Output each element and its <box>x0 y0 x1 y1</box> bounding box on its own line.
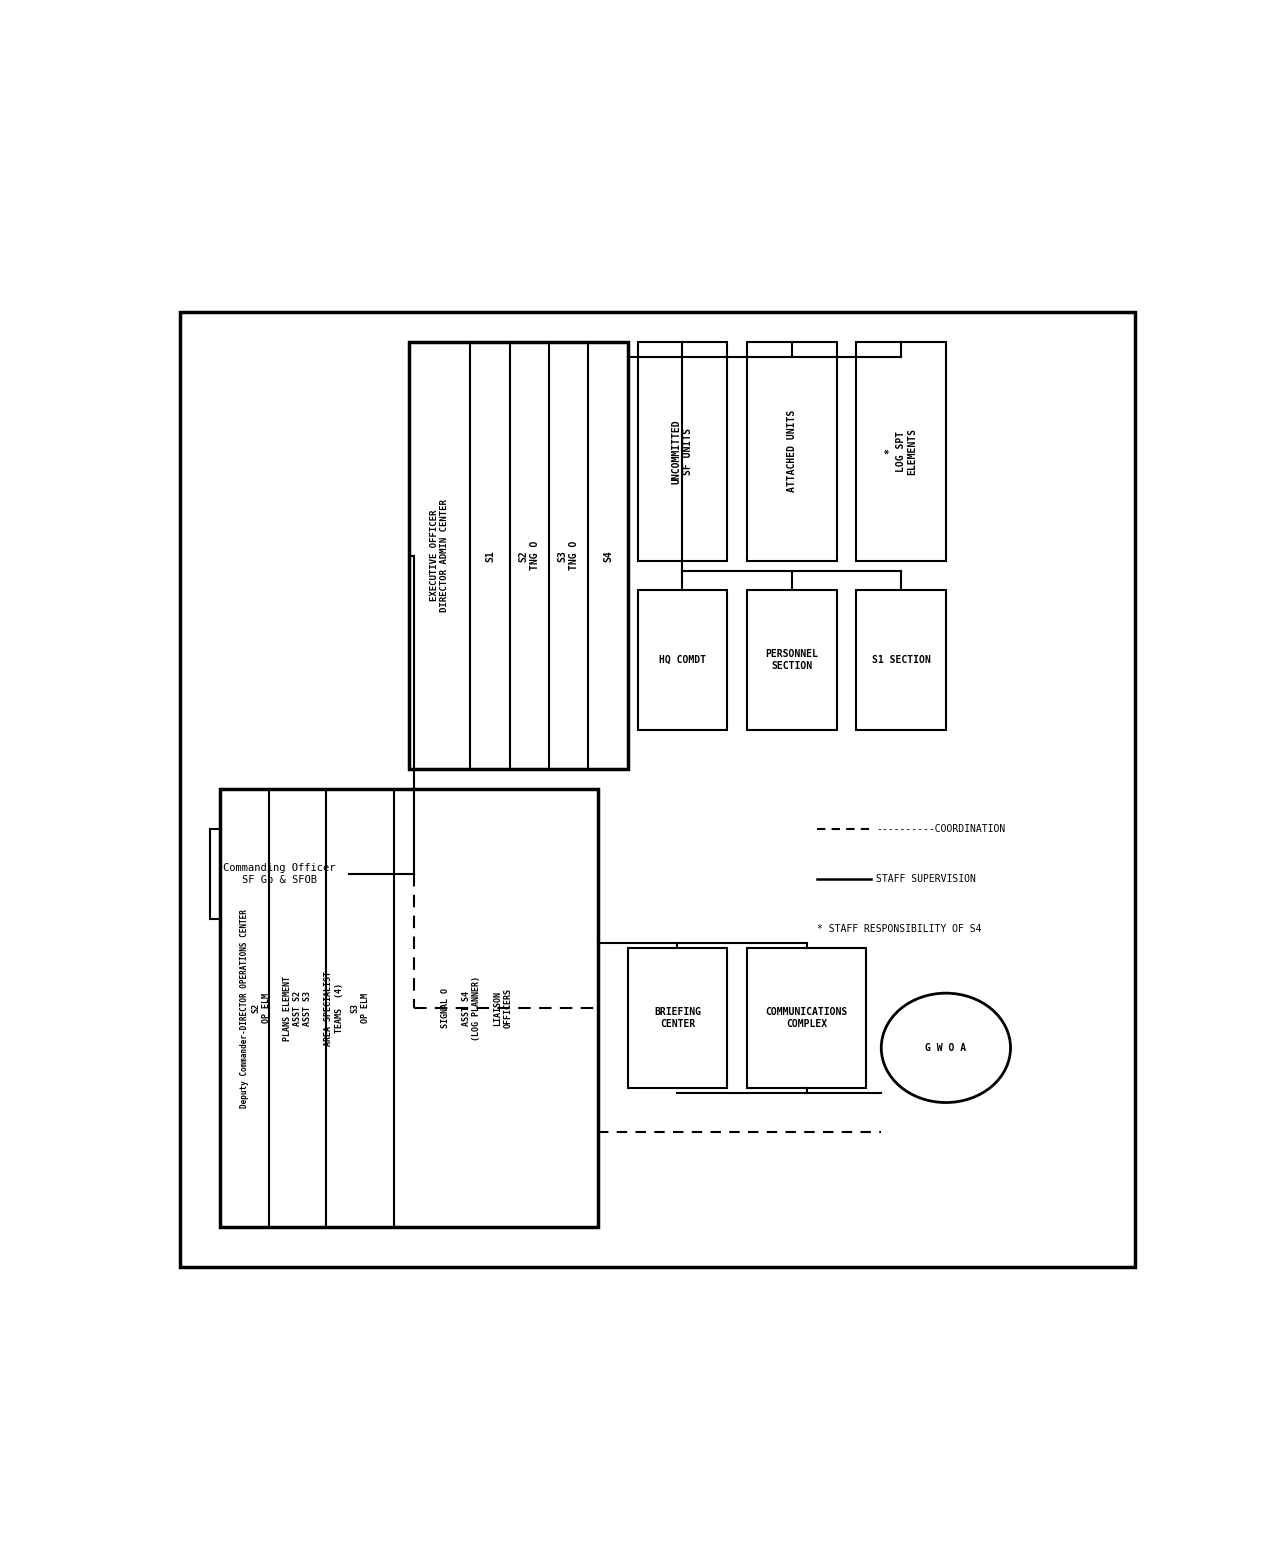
Text: ATTACHED UNITS: ATTACHED UNITS <box>786 410 797 492</box>
FancyBboxPatch shape <box>747 591 837 730</box>
FancyBboxPatch shape <box>210 828 349 919</box>
Text: SIGNAL O

ASST S4
(LOG PLANNER)

LIAISON
OFFICERS: SIGNAL O ASST S4 (LOG PLANNER) LIAISON O… <box>441 975 513 1041</box>
FancyBboxPatch shape <box>638 342 727 561</box>
Text: ----------COORDINATION: ----------COORDINATION <box>876 824 1006 835</box>
Text: S3
TNG O: S3 TNG O <box>558 541 580 570</box>
FancyBboxPatch shape <box>747 949 866 1088</box>
Text: STAFF SUPERVISION: STAFF SUPERVISION <box>876 874 976 883</box>
Text: S3
OP ELM: S3 OP ELM <box>350 993 370 1024</box>
Text: S2
OP ELM

PLANS ELEMENT
ASST S2
ASST S3

AREA SPECIALIST
TEAMS  (4): S2 OP ELM PLANS ELEMENT ASST S2 ASST S3 … <box>251 971 344 1046</box>
Text: * STAFF RESPONSIBILITY OF S4: * STAFF RESPONSIBILITY OF S4 <box>817 924 981 933</box>
Text: UNCOMMITTED
SF UNITS: UNCOMMITTED SF UNITS <box>671 419 693 483</box>
FancyBboxPatch shape <box>180 313 1134 1266</box>
Text: COMMUNICATIONS
COMPLEX: COMMUNICATIONS COMPLEX <box>766 1007 848 1028</box>
Text: S1 SECTION: S1 SECTION <box>871 655 930 664</box>
FancyBboxPatch shape <box>857 591 946 730</box>
FancyBboxPatch shape <box>857 342 946 561</box>
Ellipse shape <box>881 993 1011 1102</box>
Text: S4: S4 <box>603 550 613 561</box>
FancyBboxPatch shape <box>638 591 727 730</box>
Text: S1: S1 <box>485 550 495 561</box>
Text: S2
TNG O: S2 TNG O <box>518 541 540 570</box>
Text: G W O A: G W O A <box>925 1043 966 1053</box>
Text: PERSONNEL
SECTION: PERSONNEL SECTION <box>766 649 819 671</box>
FancyBboxPatch shape <box>221 789 598 1227</box>
FancyBboxPatch shape <box>627 949 727 1088</box>
Text: *
LOG SPT
ELEMENTS: * LOG SPT ELEMENTS <box>884 428 917 475</box>
Text: EXECUTIVE OFFICER
DIRECTOR ADMIN CENTER: EXECUTIVE OFFICER DIRECTOR ADMIN CENTER <box>430 499 449 613</box>
Text: Deputy Commander-DIRECTOR OPERATIONS CENTER: Deputy Commander-DIRECTOR OPERATIONS CEN… <box>240 908 249 1108</box>
Text: HQ COMDT: HQ COMDT <box>659 655 706 664</box>
Text: Commanding Officer
SF Gp & SFOB: Commanding Officer SF Gp & SFOB <box>223 863 336 885</box>
FancyBboxPatch shape <box>747 342 837 561</box>
FancyBboxPatch shape <box>409 342 627 769</box>
Text: BRIEFING
CENTER: BRIEFING CENTER <box>654 1007 701 1028</box>
